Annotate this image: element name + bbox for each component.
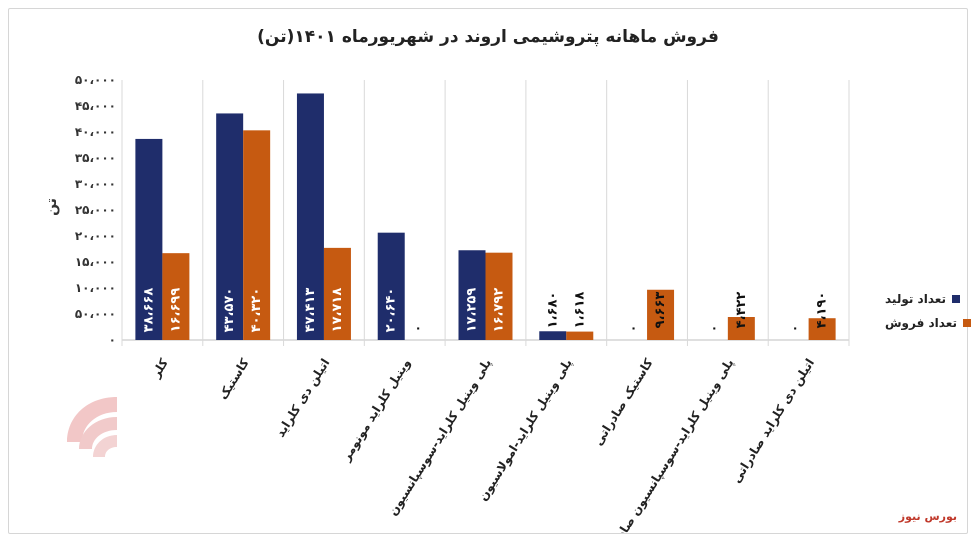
y-tick-label: ۲۰،۰۰۰	[75, 229, 116, 243]
chart-frame: فروش ماهانه پتروشیمی اروند در شهریورماه …	[8, 8, 971, 534]
x-tick-label: کلر	[148, 356, 171, 381]
y-tick-label: ۵۰،۰۰۰	[75, 307, 116, 321]
plot-area: ۰ ۵۰،۰۰۰ ۱۰،۰۰۰ ۱۵،۰۰۰ ۲۰،۰۰۰ ۲۵،۰۰۰ ۳۰،۰۰۰ ۳۵،…	[75, 73, 850, 533]
data-label: ۱۷،۷۱۸	[330, 288, 345, 333]
legend-label-sales: تعداد فروش	[885, 316, 957, 330]
bar-production	[377, 232, 405, 340]
y-tick-label: ۴۰،۰۰۰	[75, 125, 116, 139]
chart-title: فروش ماهانه پتروشیمی اروند در شهریورماه …	[257, 27, 719, 47]
x-tick-label: اتیلن دی کلراید	[273, 356, 332, 439]
data-label: ۱۶،۷۹۲	[492, 288, 507, 333]
x-tick-label: کاستیک صادراتی	[591, 356, 656, 448]
data-label: ۱۷،۲۵۹	[465, 288, 480, 333]
bar-production	[296, 93, 324, 341]
data-label: ۲۰،۶۴۰	[384, 288, 399, 333]
legend: تعداد تولید تعداد فروش	[885, 287, 971, 335]
bar-production	[458, 250, 486, 340]
y-tick-label: ۰	[109, 333, 116, 347]
data-label: ۰	[711, 321, 718, 335]
legend-swatch-sales	[963, 319, 971, 327]
y-tick-label: ۳۰،۰۰۰	[75, 177, 116, 191]
data-label: ۱،۶۸۰	[545, 292, 560, 329]
y-tick-label: ۵۰،۰۰۰	[75, 73, 116, 87]
data-label: ۰	[630, 321, 637, 335]
x-tick-label: پلی وینیل کلراید-سوسپانسیون صادراتی	[599, 356, 737, 533]
y-tick-label: ۲۵،۰۰۰	[75, 203, 116, 217]
y-tick-label: ۱۵،۰۰۰	[75, 255, 116, 269]
legend-item-production: تعداد تولید	[885, 287, 971, 311]
watermark-logo	[67, 397, 117, 457]
bar-sales	[323, 247, 351, 340]
data-label: ۴۰،۳۲۰	[249, 288, 264, 333]
bar-production	[135, 138, 163, 340]
data-label: ۰	[415, 321, 422, 335]
bar-sales	[243, 130, 271, 340]
legend-label-production: تعداد تولید	[885, 292, 947, 306]
y-tick-label: ۴۵،۰۰۰	[75, 99, 116, 113]
legend-swatch-production	[952, 295, 961, 303]
bar-production	[539, 331, 567, 340]
data-label: ۴۳،۵۷۰	[222, 288, 237, 333]
data-label: ۹،۶۶۳	[653, 292, 668, 329]
data-label: ۰	[791, 321, 798, 335]
y-tick-label: ۳۵،۰۰۰	[75, 151, 116, 165]
data-label: ۱،۶۱۸	[572, 292, 587, 329]
bar-sales	[808, 318, 836, 340]
data-label: ۴۷،۴۱۳	[303, 288, 318, 333]
data-label: ۴،۴۲۲	[734, 292, 749, 329]
bar-sales	[162, 253, 190, 340]
x-tick-label: وینیل کلراید مونومر	[339, 356, 415, 465]
source-label: بورس نیوز	[898, 510, 957, 523]
bar-production	[216, 113, 244, 340]
y-tick-label: ۱۰،۰۰۰	[75, 281, 116, 295]
legend-item-sales: تعداد فروش	[885, 311, 971, 335]
x-tick-label: کاستیک	[216, 356, 252, 402]
data-label: ۱۶،۶۹۹	[168, 288, 183, 333]
data-label: ۳۸،۶۶۸	[141, 288, 156, 333]
x-tick-label: پلی وینیل کلراید-امولاسیون	[476, 356, 576, 504]
bar-sales	[727, 317, 755, 340]
bar-sales	[647, 289, 675, 340]
x-tick-label: اتیلن دی کلراید صادراتی	[729, 356, 817, 485]
bar-sales	[485, 252, 513, 340]
bar-sales	[566, 331, 594, 340]
data-label: ۴،۱۹۰	[815, 292, 830, 329]
